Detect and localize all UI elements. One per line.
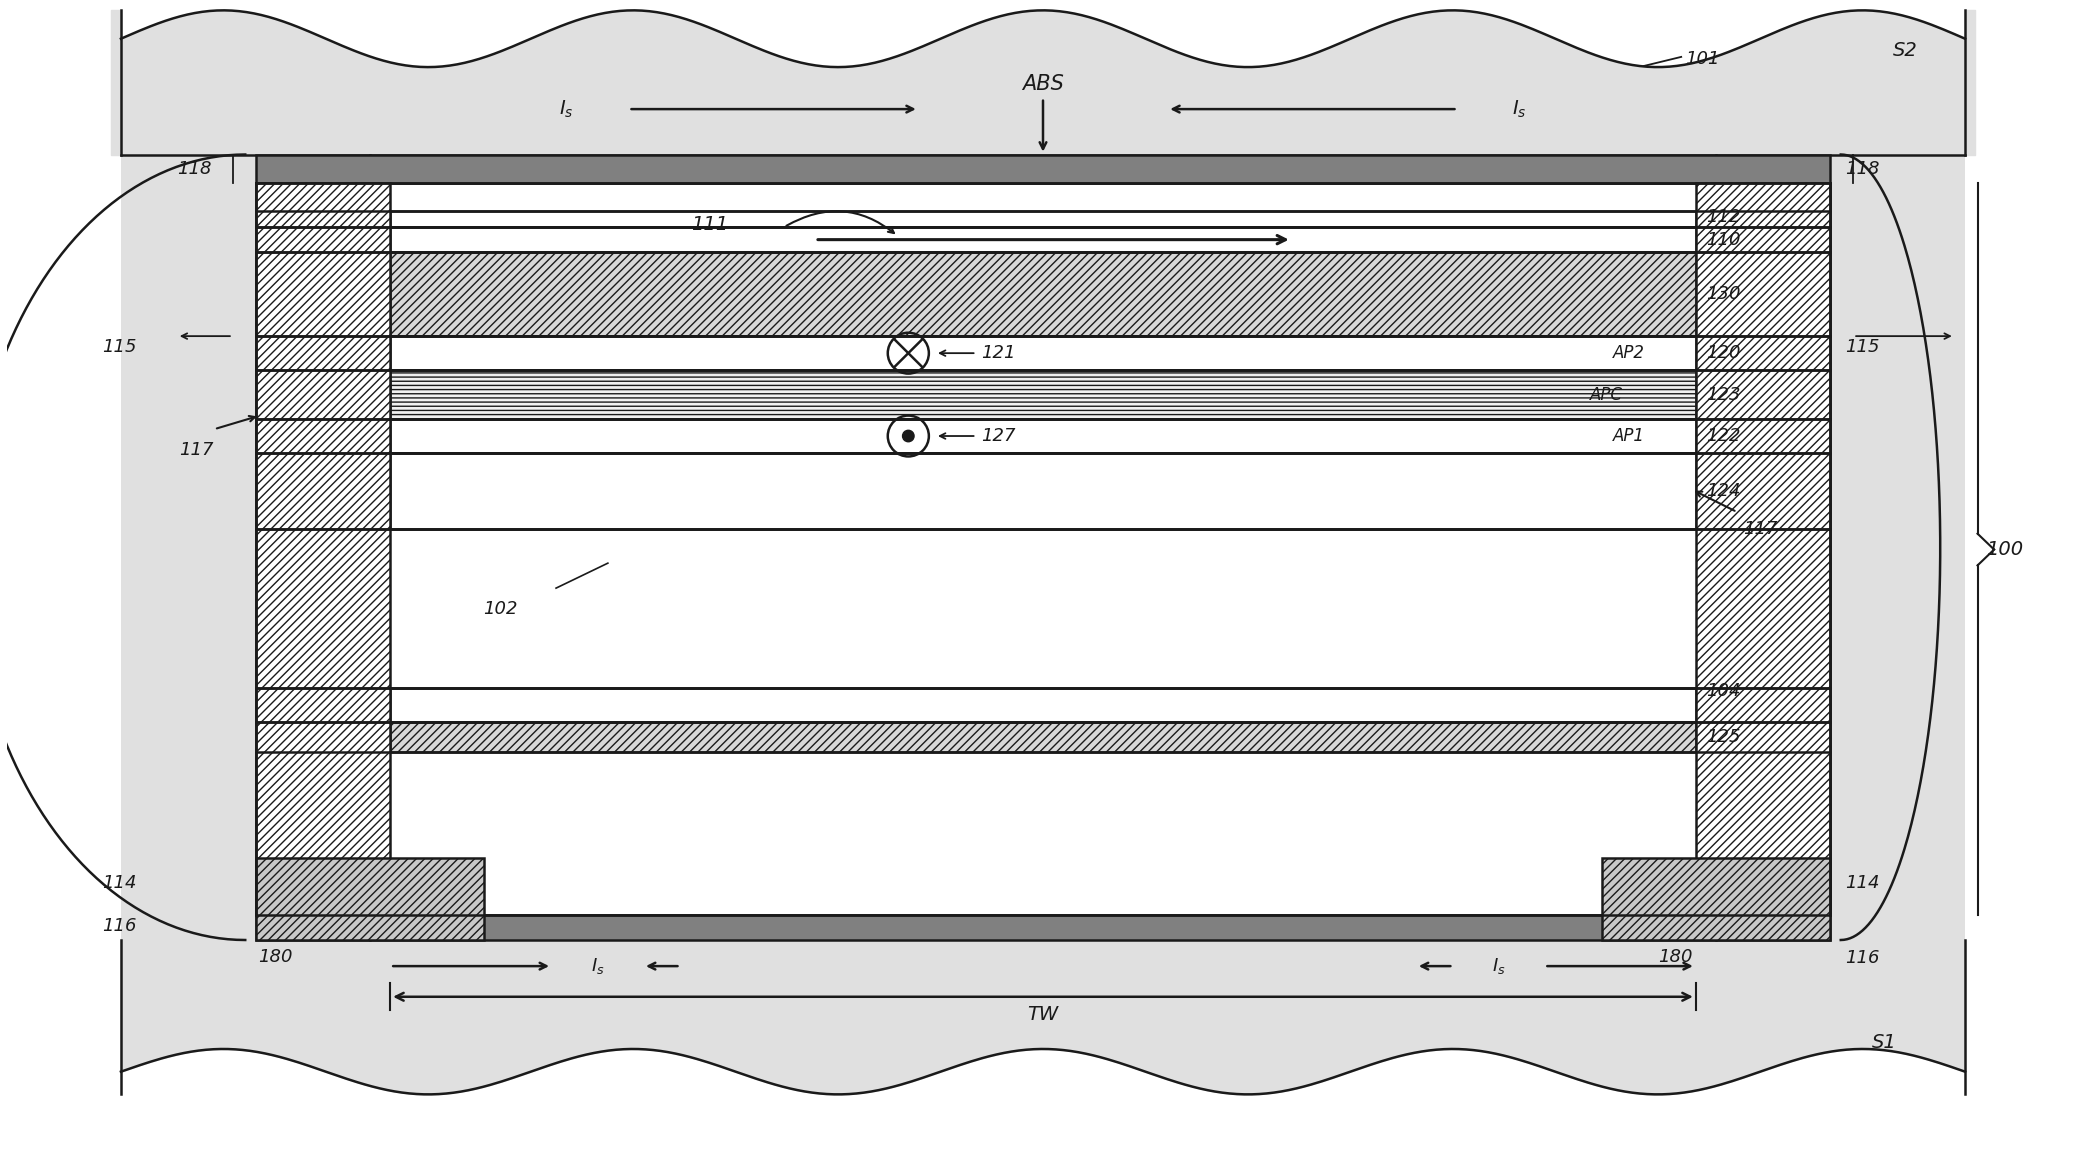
Text: 124: 124 (1706, 483, 1740, 500)
Text: 114: 114 (1844, 874, 1879, 893)
Bar (1602, 858, 1829, 940)
Text: 115: 115 (1844, 339, 1879, 356)
Text: 180: 180 (259, 948, 292, 966)
Text: 122: 122 (1706, 427, 1740, 445)
Text: $I_s$: $I_s$ (559, 99, 574, 119)
Text: AP2: AP2 (1612, 345, 1646, 362)
Text: 130: 130 (1706, 285, 1740, 303)
Text: 102: 102 (484, 600, 517, 617)
Bar (257, 154, 1829, 183)
Text: 115: 115 (102, 339, 138, 356)
Text: 125: 125 (1706, 727, 1740, 746)
Bar (390, 688, 1696, 722)
Text: 112: 112 (1706, 208, 1740, 226)
Text: 111: 111 (690, 215, 728, 234)
Bar (390, 453, 1696, 529)
Bar (390, 419, 1696, 453)
Text: ABS: ABS (1022, 75, 1064, 94)
Bar (390, 228, 1696, 252)
Text: 117: 117 (1744, 520, 1777, 538)
Text: 110: 110 (1706, 231, 1740, 248)
Bar (390, 252, 1696, 337)
Bar (390, 370, 1696, 419)
Text: 101: 101 (1685, 51, 1719, 68)
Text: AP1: AP1 (1612, 427, 1646, 445)
Bar (257, 858, 484, 940)
Text: $I_s$: $I_s$ (590, 956, 605, 977)
Bar (1696, 183, 1829, 915)
Text: 116: 116 (1844, 949, 1879, 967)
Bar (257, 183, 390, 915)
Text: 116: 116 (102, 917, 138, 935)
Text: 123: 123 (1706, 386, 1740, 403)
Text: 114: 114 (102, 874, 138, 893)
Text: 118: 118 (177, 160, 211, 178)
Bar (257, 183, 1829, 915)
Text: APC: APC (1590, 386, 1623, 403)
Bar (390, 211, 1696, 228)
Text: 127: 127 (980, 427, 1016, 445)
Text: 100: 100 (1986, 540, 2023, 560)
Bar (1717, 154, 1965, 940)
Text: 117: 117 (179, 440, 213, 458)
Text: 180: 180 (1658, 948, 1694, 966)
Text: S2: S2 (1892, 40, 1917, 60)
Bar (121, 154, 369, 940)
Ellipse shape (903, 430, 914, 441)
Bar (390, 337, 1696, 370)
Text: $I_s$: $I_s$ (1491, 956, 1506, 977)
Text: TW: TW (1028, 1005, 1058, 1025)
Bar (390, 722, 1696, 751)
Text: S1: S1 (1871, 1033, 1896, 1051)
Text: 104: 104 (1706, 683, 1740, 701)
Text: 121: 121 (980, 345, 1016, 362)
Bar (257, 915, 1829, 940)
Text: $I_s$: $I_s$ (1512, 99, 1527, 119)
Text: 120: 120 (1706, 345, 1740, 362)
Text: 118: 118 (1844, 160, 1879, 178)
